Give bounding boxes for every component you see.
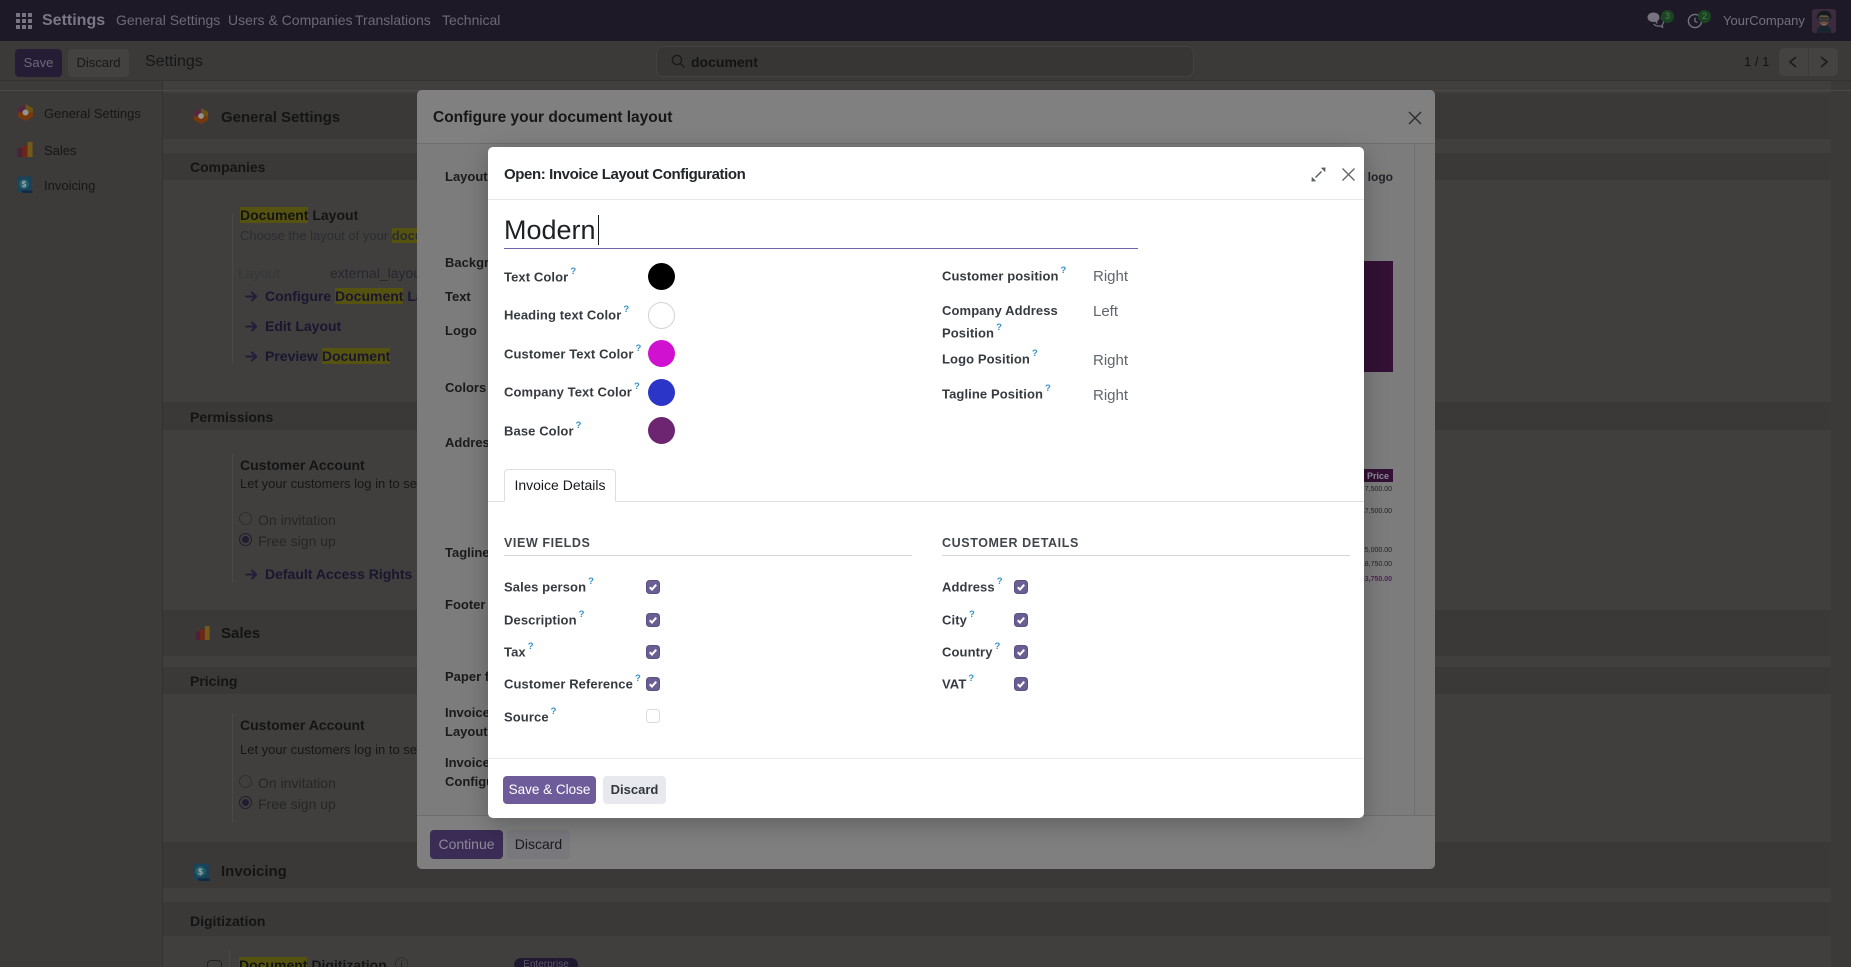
svg-text:$: $ (198, 867, 203, 877)
svg-text:$: $ (22, 180, 27, 189)
